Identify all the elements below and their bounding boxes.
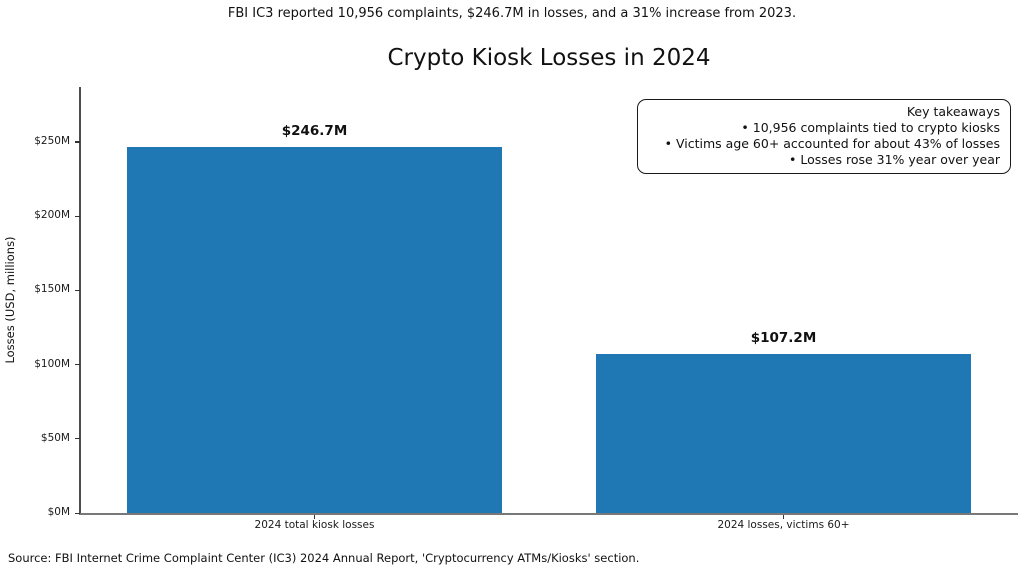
y-tick-mark (75, 364, 80, 366)
x-axis-spine (79, 513, 1018, 515)
x-tick-label: 2024 losses, victims 60+ (717, 519, 850, 531)
key-takeaways-box: Key takeaways • 10,956 complaints tied t… (637, 99, 1011, 174)
x-tick-mark (313, 515, 316, 519)
y-tick-label: $0M (47, 506, 70, 518)
key-takeaway-item: • Victims age 60+ accounted for about 43… (664, 135, 1000, 151)
key-takeaways-title: Key takeaways (906, 104, 1000, 119)
x-tick-label: 2024 total kiosk losses (254, 519, 375, 531)
y-tick-mark (75, 141, 80, 143)
y-tick-mark (75, 289, 80, 292)
y-tick-mark (75, 438, 80, 440)
key-takeaway-item: • 10,956 complaints tied to crypto kiosk… (741, 119, 1000, 135)
plot-area: $0M $50M $100M $150M $200M $250M $246.7M 2024 t… (34, 87, 1018, 531)
chart-title: Crypto Kiosk Losses in 2024 (387, 45, 711, 71)
bar-value-label: $107.2M (750, 329, 817, 346)
y-axis-label: Losses (USD, millions) (3, 236, 17, 364)
y-tick-mark (75, 512, 80, 514)
y-tick-label: $150M (34, 283, 70, 296)
y-axis-spine (79, 87, 81, 513)
bar-value-label: $246.7M (281, 122, 348, 139)
y-tick-label: $50M (40, 431, 70, 444)
bar (126, 146, 503, 513)
key-takeaway-item: • Losses rose 31% year over year (789, 151, 1000, 167)
figure-suptitle: FBI IC3 reported 10,956 complaints, $246… (227, 6, 797, 21)
y-tick-label: $100M (34, 357, 70, 370)
y-tick-label: $250M (34, 134, 70, 147)
y-tick-label: $200M (34, 209, 70, 222)
y-tick-mark (75, 215, 80, 217)
bar (595, 353, 972, 513)
source-note: Source: FBI Internet Crime Complaint Cen… (8, 551, 640, 565)
x-tick-mark (782, 515, 785, 519)
